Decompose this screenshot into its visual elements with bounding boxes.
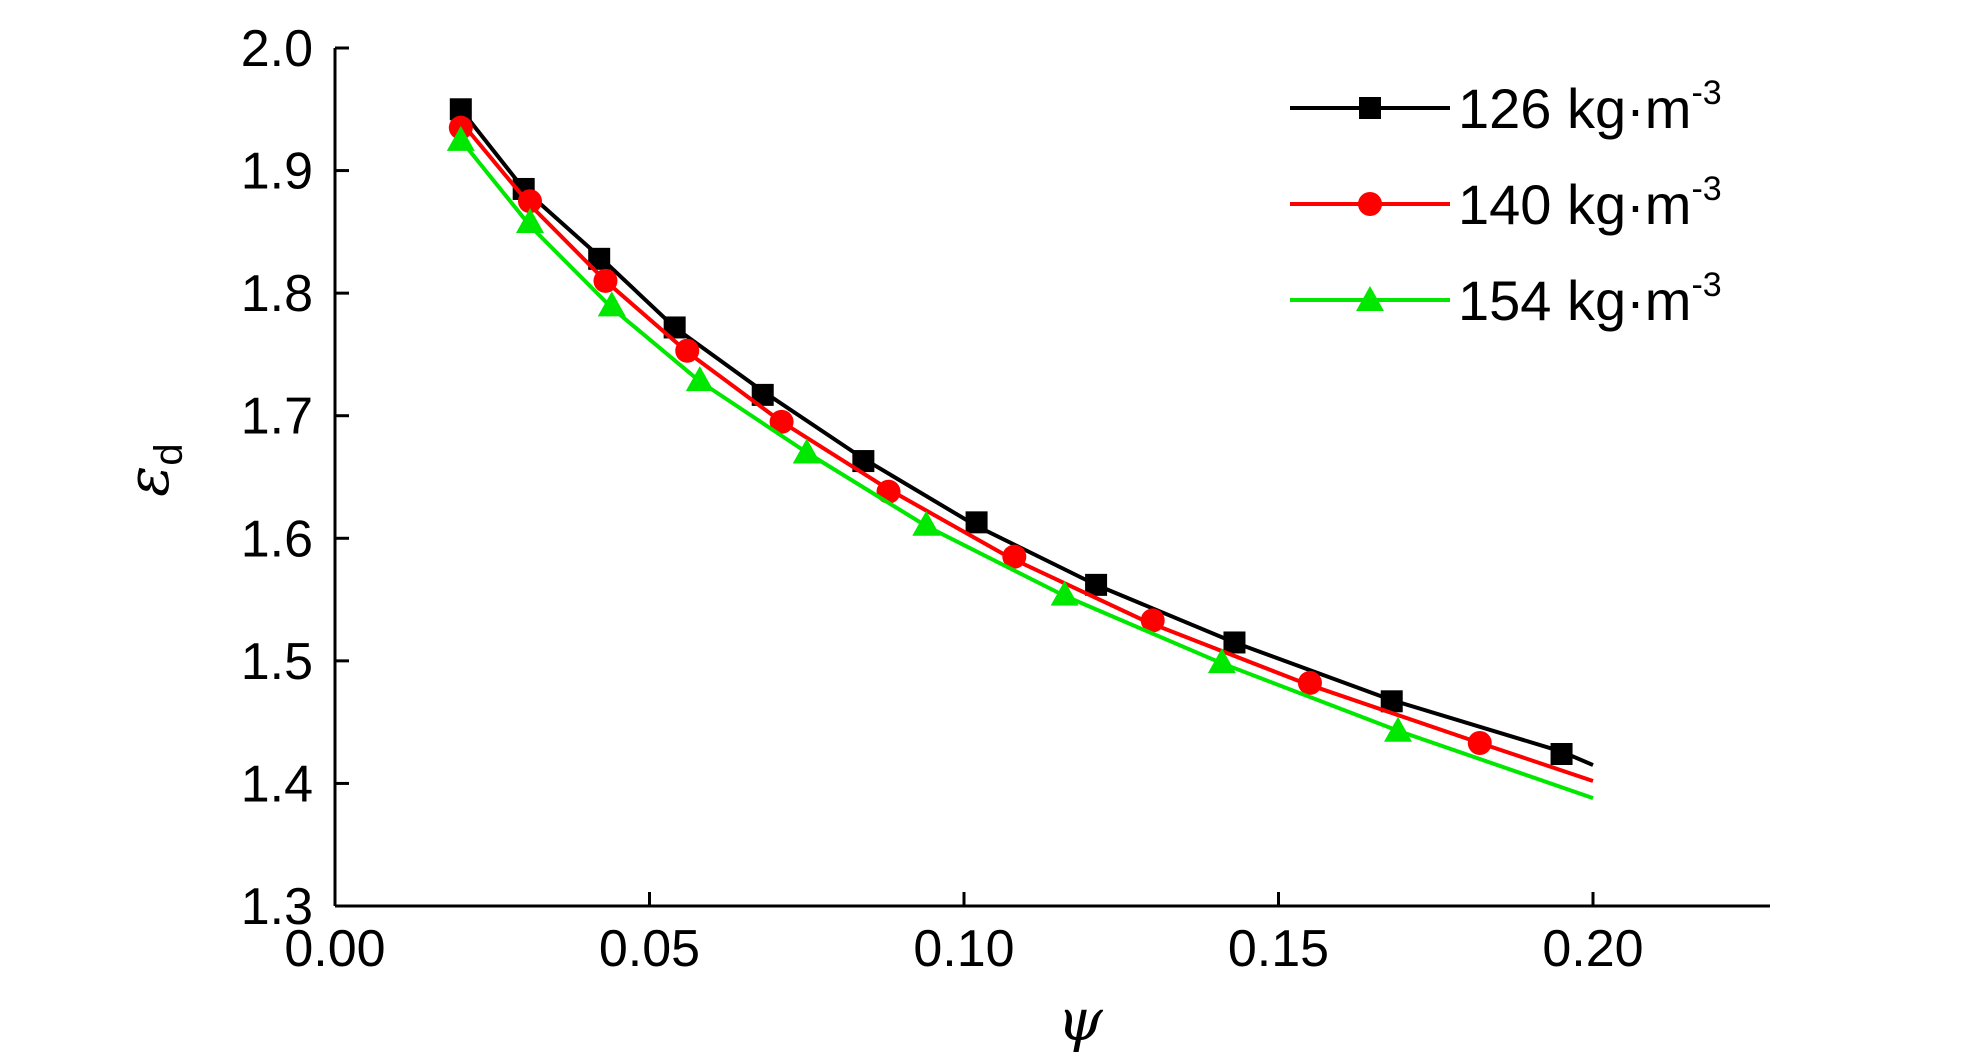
legend-marker [1359, 97, 1381, 119]
data-point [588, 247, 611, 270]
y-tick-label: 1.7 [241, 388, 313, 446]
data-point [769, 409, 794, 434]
data-point [1380, 690, 1403, 713]
data-point [517, 189, 542, 214]
data-point [876, 479, 901, 504]
data-point [1297, 670, 1322, 695]
data-point [965, 511, 988, 534]
y-tick-label: 1.6 [241, 510, 313, 568]
svg-text:εd: εd [114, 443, 191, 496]
data-point [593, 268, 618, 293]
legend-label: 140 kg·m-3 [1458, 170, 1722, 236]
data-point [446, 125, 475, 151]
data-point [912, 510, 941, 536]
data-point [1050, 580, 1079, 606]
data-point [852, 450, 875, 473]
legend-item: 126 kg·m-3 [1290, 74, 1722, 140]
x-ticks: 0.00 0.05 0.10 0.15 0.20 [284, 892, 1644, 978]
legend-marker [1358, 192, 1382, 216]
legend-marker [1356, 286, 1384, 311]
data-point [751, 383, 774, 406]
data-point [1140, 608, 1165, 633]
legend: 126 kg·m-3 140 kg·m-3 154 kg·m-3 [1290, 74, 1722, 332]
legend-label: 126 kg·m-3 [1458, 74, 1722, 140]
series-1 [449, 98, 1594, 767]
y-axis-title-symbol: ε [114, 466, 182, 497]
legend-label-superscript: -3 [1691, 266, 1721, 304]
data-point [597, 291, 626, 317]
y-axis-title: εd [114, 443, 191, 496]
data-point [1550, 743, 1573, 766]
x-axis-title: ψ [1057, 986, 1103, 1054]
y-axis-title-subscript: d [147, 443, 191, 465]
data-point [675, 338, 700, 363]
legend-label-superscript: -3 [1691, 74, 1721, 112]
series-line [459, 108, 1594, 767]
legend-item: 140 kg·m-3 [1290, 170, 1722, 236]
x-tick-label: 0.00 [284, 920, 385, 978]
series-line [459, 138, 1594, 801]
legend-label: 154 kg·m-3 [1458, 266, 1722, 332]
x-tick-label: 0.20 [1542, 920, 1643, 978]
y-tick-label: 1.3 [241, 878, 313, 936]
data-point [792, 438, 821, 464]
y-tick-label: 1.4 [241, 755, 313, 813]
axes [333, 48, 1770, 908]
legend-label-superscript: -3 [1691, 170, 1721, 208]
series-line [459, 120, 1594, 783]
series-3 [446, 125, 1594, 801]
data-point [1467, 730, 1492, 755]
data-point [1223, 631, 1246, 654]
data-point [1085, 573, 1108, 596]
y-tick-label: 1.5 [241, 633, 313, 691]
y-tick-label: 2.0 [241, 20, 313, 78]
legend-item: 154 kg·m-3 [1290, 266, 1722, 332]
x-tick-label: 0.10 [913, 920, 1014, 978]
data-point [1384, 716, 1413, 742]
x-tick-label: 0.15 [1228, 920, 1329, 978]
data-point [515, 208, 544, 234]
data-point [449, 98, 472, 121]
y-ticks: 1.3 1.4 1.5 1.6 1.7 1.8 1.9 2.0 [241, 20, 349, 936]
y-tick-label: 1.9 [241, 143, 313, 201]
y-tick-label: 1.8 [241, 265, 313, 323]
data-point [1002, 544, 1027, 569]
data-point [685, 366, 714, 392]
series-2 [448, 115, 1594, 783]
data-point [663, 316, 686, 339]
data-point [1207, 648, 1236, 674]
series-layer [446, 98, 1594, 801]
x-tick-label: 0.05 [599, 920, 700, 978]
